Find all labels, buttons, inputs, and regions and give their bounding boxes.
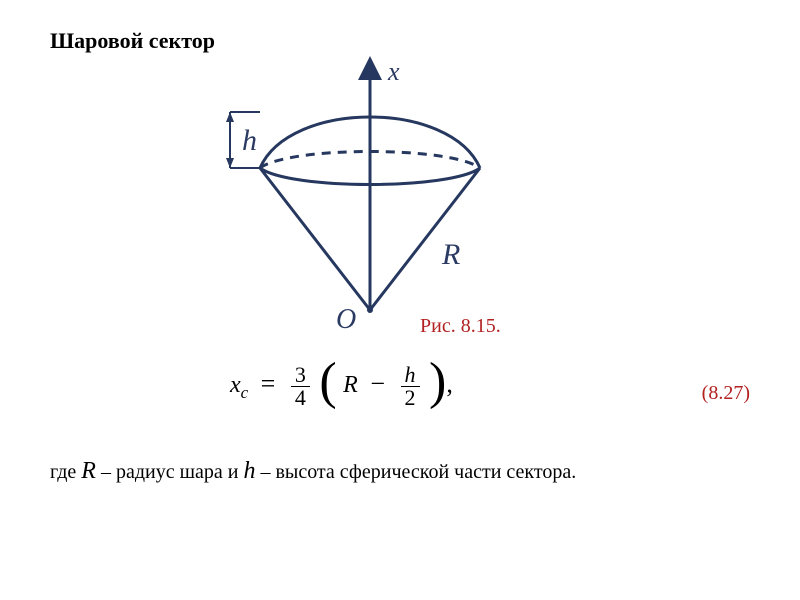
formula-h-num: h [401,364,420,386]
formula-R: R [343,372,358,398]
desc-suffix: – высота сферической части сектора. [255,461,576,483]
formula-open-paren: ( [319,356,336,408]
formula-lhs-var: x [230,372,241,398]
label-R: R [441,238,460,271]
label-O: O [336,304,356,335]
formula-h-frac: h 2 [401,364,420,409]
axis-label-x: x [387,57,400,86]
formula-h-den: 2 [401,386,420,409]
figure-caption: Рис. 8.15. [420,315,501,338]
desc-h: h [243,458,255,484]
formula-minus: − [370,369,385,398]
equation-number: (8.27) [702,382,750,405]
formula-coef-den: 4 [291,386,310,409]
formula-trailing: , [446,369,453,398]
formula-lhs-sub: c [241,383,249,402]
desc-prefix: где [50,461,81,483]
desc-R: R [81,458,96,484]
label-h: h [242,124,257,157]
desc-mid1: – радиус шара и [96,461,244,483]
formula-equals: = [261,369,276,398]
formula-coef-frac: 3 4 [291,364,310,409]
formula-row: xc = 3 4 ( R − h 2 ), (8.27) [0,360,800,440]
formula: xc = 3 4 ( R − h 2 ), [230,360,453,412]
formula-close-paren: ) [429,356,446,408]
formula-coef-num: 3 [291,364,310,386]
description-line: где R – радиус шара и h – высота сфериче… [50,455,750,489]
spherical-sector-figure: x h R O [170,50,570,340]
